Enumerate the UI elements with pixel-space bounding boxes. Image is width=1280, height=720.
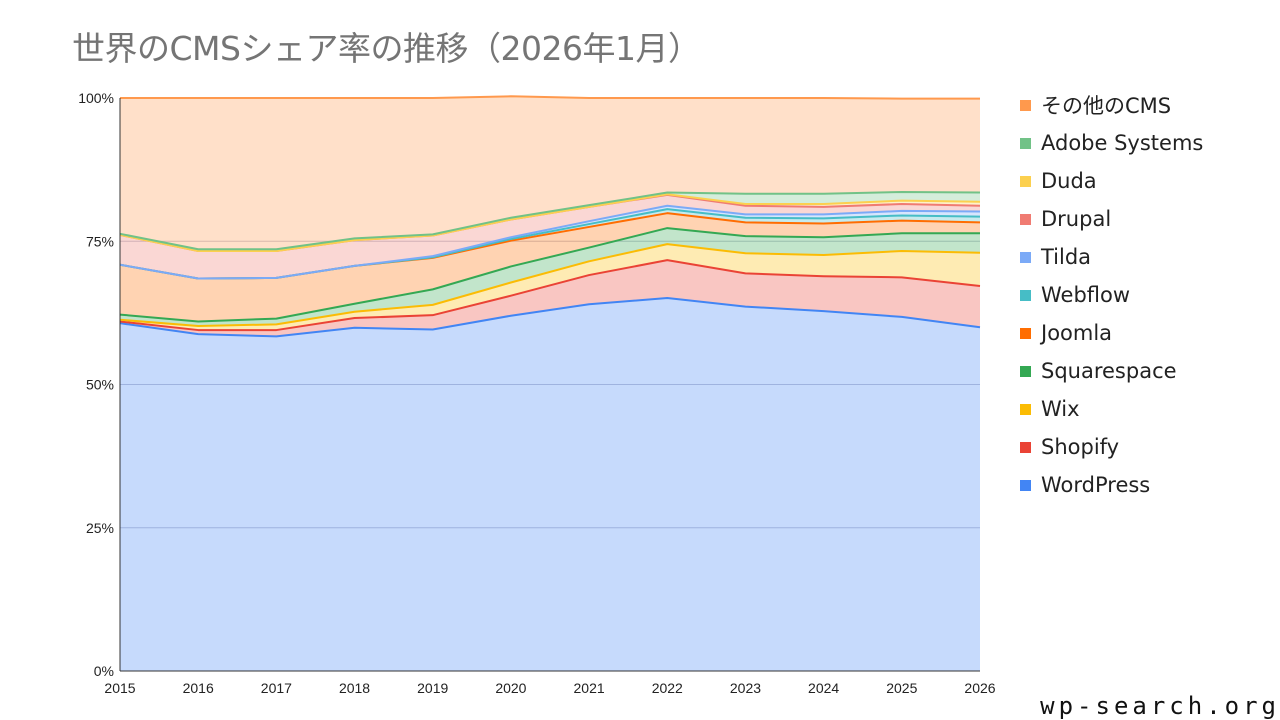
chart-legend: その他のCMS Adobe Systems Duda Drupal Tilda Webfl…: [1020, 86, 1203, 504]
y-tick-label: 50%: [86, 377, 114, 393]
x-tick-label: 2022: [652, 680, 683, 696]
x-tick-label: 2021: [574, 680, 605, 696]
legend-swatch: [1020, 327, 1031, 339]
line-shopify: [119, 259, 981, 332]
area-wix: [120, 244, 980, 331]
area-shopify: [120, 260, 980, 337]
x-axis-tick-labels: 2015 2016 2017 2018 2019 2020 2021 2022 2023 2024…: [104, 680, 995, 696]
x-tick-label: 2019: [417, 680, 448, 696]
y-tick-label: 0%: [94, 663, 114, 679]
area-series-layer: [120, 96, 980, 671]
legend-label: Duda: [1041, 169, 1097, 193]
legend-item-duda: Duda: [1020, 162, 1203, 200]
legend-swatch: [1020, 441, 1031, 453]
legend-label: Webflow: [1041, 283, 1131, 307]
line-squarespace: [119, 227, 980, 323]
legend-label: Wix: [1041, 397, 1080, 421]
line-tilda: [119, 204, 981, 280]
legend-item-webflow: Webflow: [1020, 276, 1203, 314]
x-tick-label: 2020: [495, 680, 526, 696]
area-wordpress: [120, 297, 980, 671]
axes: [119, 98, 980, 672]
x-tick-label: 2026: [964, 680, 995, 696]
y-tick-label: 75%: [86, 233, 114, 249]
legend-label: WordPress: [1041, 473, 1151, 497]
legend-item-tilda: Tilda: [1020, 238, 1203, 276]
legend-label: Tilda: [1041, 245, 1092, 269]
y-tick-label: 25%: [86, 520, 114, 536]
legend-item-squarespace: Squarespace: [1020, 352, 1203, 390]
x-tick-label: 2025: [886, 680, 917, 696]
legend-swatch: [1020, 479, 1031, 491]
line-adobe-systems: [119, 190, 981, 251]
legend-item-drupal: Drupal: [1020, 200, 1203, 238]
legend-swatch: [1020, 213, 1031, 225]
series-lines-layer: [119, 95, 981, 338]
legend-label: Shopify: [1041, 435, 1120, 459]
legend-label: Adobe Systems: [1041, 131, 1204, 155]
x-tick-label: 2018: [339, 680, 370, 696]
legend-swatch: [1020, 99, 1031, 111]
legend-item-joomla: Joomla: [1020, 314, 1203, 352]
legend-swatch: [1020, 403, 1031, 415]
legend-label: Drupal: [1041, 207, 1112, 231]
legend-swatch: [1020, 251, 1031, 263]
legend-label: その他のCMS: [1041, 94, 1172, 118]
line-wordpress: [119, 296, 981, 338]
area-その他のcms: [120, 96, 980, 250]
x-tick-label: 2015: [104, 680, 135, 696]
legend-item-その他のcms: その他のCMS: [1020, 86, 1203, 124]
legend-item-adobe-systems: Adobe Systems: [1020, 124, 1203, 162]
area-drupal: [120, 194, 980, 279]
legend-label: Squarespace: [1041, 359, 1177, 383]
line-wix: [119, 243, 981, 328]
legend-swatch: [1020, 365, 1031, 377]
line-その他のcms: [120, 95, 980, 100]
area-squarespace: [120, 228, 980, 327]
legend-label: Joomla: [1041, 321, 1113, 345]
gridlines: [120, 240, 980, 529]
y-tick-label: 100%: [78, 90, 114, 106]
x-tick-label: 2024: [808, 680, 839, 696]
legend-swatch: [1020, 137, 1031, 149]
area-tilda: [120, 205, 980, 279]
legend-swatch: [1020, 289, 1031, 301]
legend-item-wordpress: WordPress: [1020, 466, 1203, 504]
x-tick-label: 2023: [730, 680, 761, 696]
x-tick-label: 2017: [261, 680, 292, 696]
y-axis-tick-labels: 0% 25% 50% 75% 100%: [78, 90, 114, 679]
site-watermark: wp-search.org: [1040, 692, 1280, 720]
area-joomla: [120, 213, 980, 322]
area-adobe-systems: [120, 191, 980, 251]
legend-item-wix: Wix: [1020, 390, 1203, 428]
chart-plot: 0% 25% 50% 75% 100% 2015 2016 2017 2018 2019 2020…: [78, 90, 996, 696]
line-duda: [119, 193, 981, 252]
x-tick-label: 2016: [183, 680, 214, 696]
legend-swatch: [1020, 175, 1031, 187]
chart-title: 世界のCMSシェア率の推移（2026年1月）: [72, 29, 701, 68]
legend-item-shopify: Shopify: [1020, 428, 1203, 466]
